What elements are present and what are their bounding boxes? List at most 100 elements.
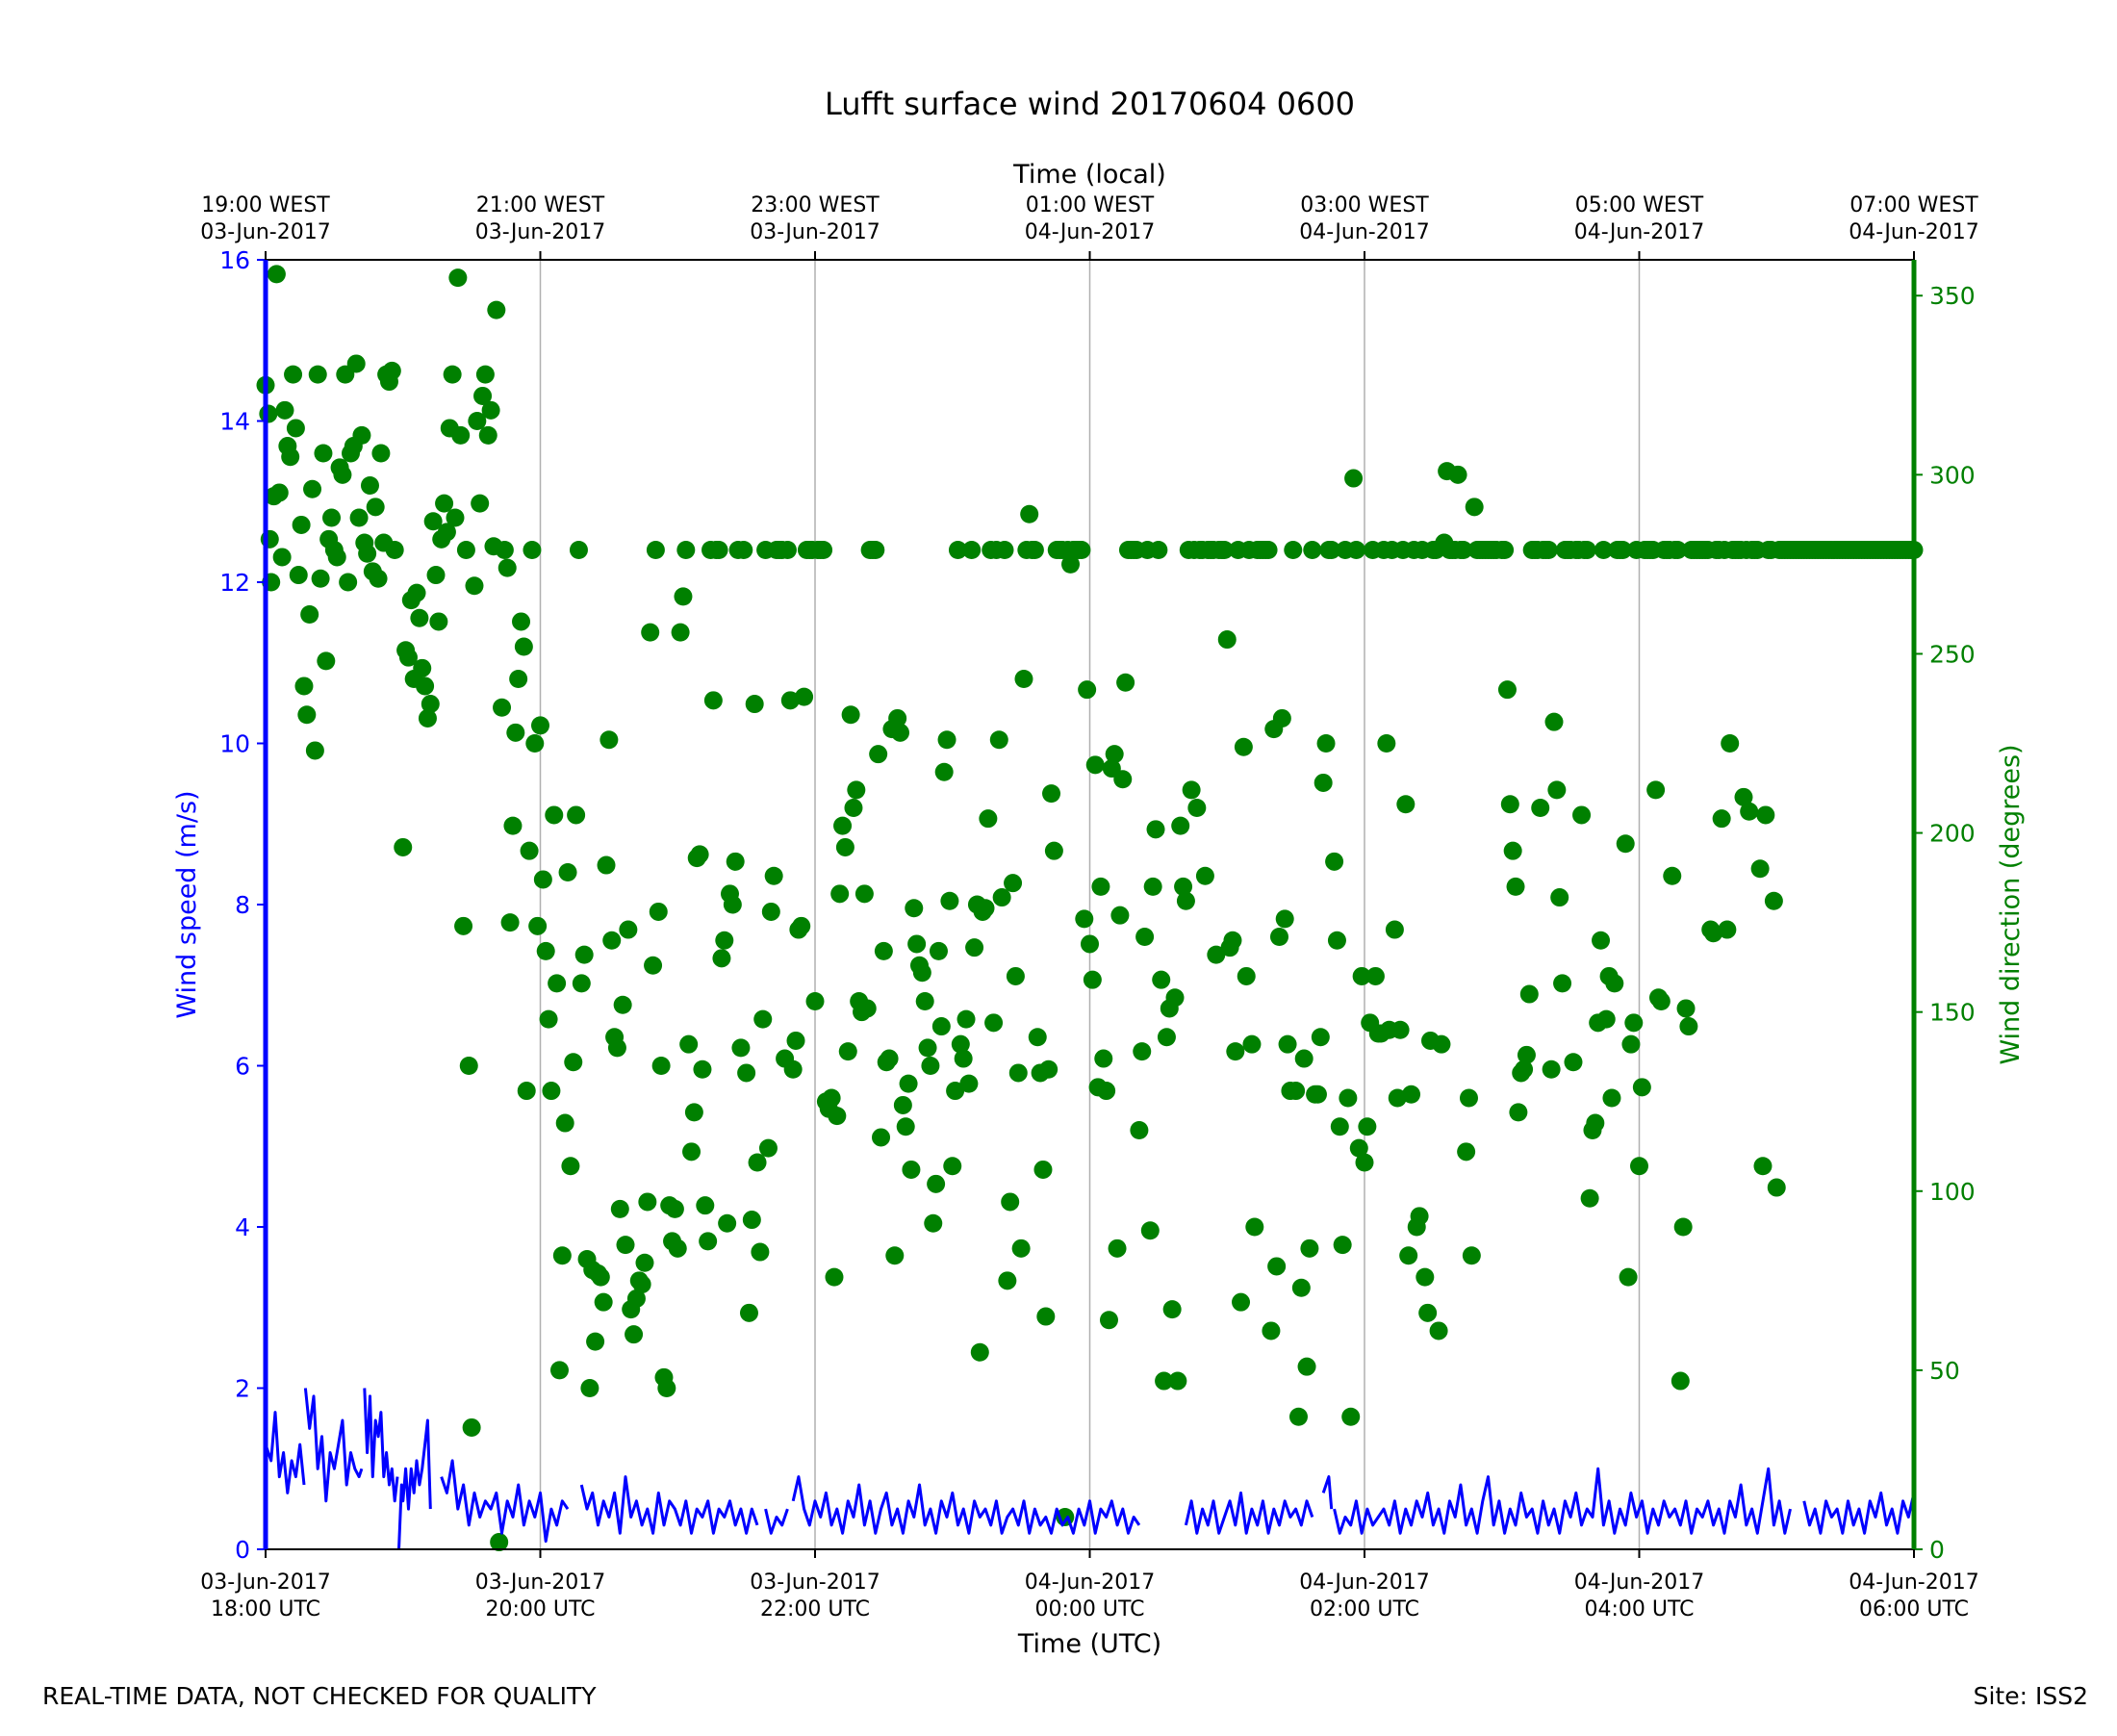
direction-point xyxy=(1287,1082,1306,1101)
direction-point xyxy=(1028,1028,1047,1047)
direction-point xyxy=(1322,541,1341,559)
right-tick-label: 350 xyxy=(1929,282,1976,310)
direction-point xyxy=(682,1142,701,1162)
direction-point xyxy=(1195,866,1214,885)
direction-point xyxy=(267,265,286,284)
chart-title: Lufft surface wind 20170604 0600 xyxy=(825,86,1355,122)
direction-point xyxy=(421,695,440,714)
direction-point xyxy=(564,1053,583,1072)
direction-point xyxy=(607,1038,626,1058)
direction-point xyxy=(1416,1267,1435,1287)
direction-point xyxy=(1542,1059,1561,1079)
direction-point xyxy=(594,1292,613,1312)
direction-point xyxy=(1509,1103,1528,1122)
direction-point xyxy=(1734,787,1753,806)
direction-point xyxy=(1275,909,1294,929)
direction-point xyxy=(1033,1160,1053,1179)
top-tick-time: 19:00 WEST xyxy=(201,193,330,217)
direction-point xyxy=(893,1095,912,1114)
direction-point xyxy=(1390,1020,1410,1039)
direction-point xyxy=(979,809,998,829)
direction-point xyxy=(625,1325,644,1344)
direction-point xyxy=(668,1238,687,1258)
direction-point xyxy=(297,705,317,725)
direction-point xyxy=(1753,1157,1773,1176)
direction-point xyxy=(665,1199,684,1218)
direction-point xyxy=(1602,1088,1621,1108)
right-tick-label: 0 xyxy=(1929,1536,1945,1564)
direction-point xyxy=(671,623,690,642)
direction-point xyxy=(346,354,366,373)
direction-point xyxy=(426,566,446,585)
direction-point xyxy=(748,1153,767,1172)
direction-point xyxy=(459,1057,478,1075)
direction-point xyxy=(423,512,443,531)
direction-point xyxy=(1036,1307,1056,1326)
direction-point xyxy=(907,934,927,954)
direction-point xyxy=(899,1074,918,1093)
speed-line xyxy=(1321,1475,1334,1510)
top-tick-date: 04-Jun-2017 xyxy=(1025,220,1155,244)
direction-point xyxy=(1341,1407,1361,1426)
direction-point xyxy=(1014,670,1033,688)
direction-point xyxy=(948,541,967,559)
direction-point xyxy=(500,913,520,932)
direction-point xyxy=(490,1533,509,1552)
site-label: Site: ISS2 xyxy=(1973,1682,2088,1710)
right-tick-label: 200 xyxy=(1929,820,1976,848)
direction-point xyxy=(454,916,473,935)
direction-point xyxy=(1712,809,1731,829)
direction-point xyxy=(1245,1217,1264,1237)
direction-point xyxy=(468,412,487,430)
direction-point xyxy=(715,931,734,950)
direction-point xyxy=(723,895,742,914)
direction-point xyxy=(1402,1085,1421,1104)
direction-point xyxy=(915,992,934,1010)
direction-point xyxy=(657,1379,676,1397)
top-tick-time: 03:00 WEST xyxy=(1300,193,1429,217)
direction-point xyxy=(1572,805,1592,825)
direction-point xyxy=(737,1063,756,1083)
direction-point xyxy=(780,691,800,710)
direction-point xyxy=(1621,1034,1641,1054)
direction-point xyxy=(1586,1113,1605,1133)
direction-point xyxy=(1352,966,1371,985)
direction-point xyxy=(281,447,300,467)
bottom-tick-time: 18:00 UTC xyxy=(211,1597,320,1621)
direction-point xyxy=(339,573,358,592)
direction-point xyxy=(951,1034,970,1054)
direction-point xyxy=(943,1157,962,1176)
direction-point xyxy=(1288,1407,1308,1426)
direction-point xyxy=(1721,734,1740,753)
direction-point xyxy=(641,623,660,642)
direction-point xyxy=(305,741,324,760)
direction-point xyxy=(1550,888,1569,907)
top-tick-date: 03-Jun-2017 xyxy=(750,220,880,244)
direction-point xyxy=(308,365,327,384)
left-tick-label: 0 xyxy=(235,1536,250,1564)
direction-point xyxy=(1767,1178,1786,1197)
direction-point xyxy=(1081,934,1099,954)
speed-line xyxy=(363,1388,399,1503)
bottom-tick-date: 03-Jun-2017 xyxy=(750,1570,880,1595)
direction-point xyxy=(1327,931,1346,950)
direction-point xyxy=(333,465,352,484)
direction-point xyxy=(533,870,552,889)
direction-point xyxy=(1718,920,1737,939)
direction-point xyxy=(574,945,594,964)
direction-point xyxy=(1594,541,1613,559)
direction-point xyxy=(825,1267,844,1287)
direction-point xyxy=(1152,970,1171,989)
right-axis-label: Wind direction (degrees) xyxy=(1996,744,2026,1064)
direction-point xyxy=(1385,920,1404,939)
direction-point xyxy=(927,1174,946,1193)
direction-point xyxy=(1410,1207,1429,1226)
direction-point xyxy=(696,1196,715,1215)
direction-point xyxy=(382,361,401,380)
bottom-tick-time: 04:00 UTC xyxy=(1584,1597,1694,1621)
direction-point xyxy=(998,1271,1017,1290)
direction-point xyxy=(1262,1321,1281,1340)
direction-point xyxy=(349,508,369,527)
direction-point xyxy=(1223,931,1242,950)
direction-point xyxy=(552,1246,572,1265)
